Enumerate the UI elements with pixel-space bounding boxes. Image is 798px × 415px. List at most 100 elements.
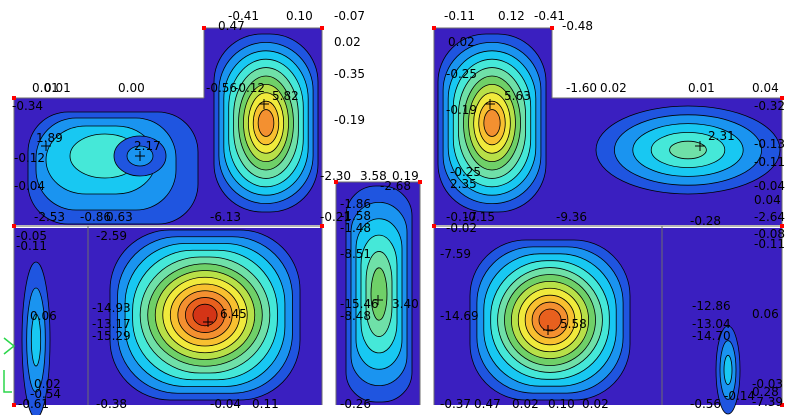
peak-marker (203, 317, 213, 327)
value-label: 0.02 (448, 35, 475, 49)
value-label: -12.86 (692, 299, 731, 313)
value-label: -0.56 (206, 81, 238, 95)
value-label: -1.60 (566, 81, 598, 95)
value-label: 2.17 (134, 139, 161, 153)
value-label: 0.01 (44, 81, 71, 95)
value-label: -0.17 (446, 210, 478, 224)
value-label: -0.48 (562, 19, 594, 33)
value-label: -0.32 (754, 99, 786, 113)
value-label: -0.14 (724, 389, 756, 403)
value-label: 0.02 (512, 397, 539, 411)
contour-band (538, 308, 562, 332)
value-label: 0.12 (498, 9, 525, 23)
value-label: -13.04 (692, 317, 731, 331)
value-label: 0.63 (106, 210, 133, 224)
lower-left-contours (109, 229, 301, 401)
value-label: 0.02 (34, 377, 61, 391)
peak-marker (695, 141, 705, 151)
value-label: -0.19 (446, 103, 478, 117)
value-label: -0.35 (334, 67, 366, 81)
value-label: 0.04 (752, 81, 779, 95)
lower-right-contours (469, 239, 631, 401)
peak-marker (373, 295, 383, 305)
value-label: 0.19 (392, 169, 419, 183)
value-label: 0.47 (218, 19, 245, 33)
contour-bands (21, 33, 781, 415)
right-edge-sliver (715, 325, 741, 415)
left-tower-contours (213, 33, 319, 213)
value-label: -0.19 (334, 113, 366, 127)
node-marker (432, 26, 436, 30)
value-label: 1.89 (36, 131, 63, 145)
node-marker (12, 403, 16, 407)
node-marker (432, 224, 436, 228)
value-label: -8.51 (340, 247, 372, 261)
value-label: -0.25 (450, 165, 482, 179)
contour-band (257, 109, 275, 137)
value-label: -0.41 (228, 9, 260, 23)
value-label: -0.28 (690, 214, 722, 228)
value-label: 2.35 (450, 177, 477, 191)
value-label: 0.02 (600, 81, 627, 95)
value-label: -0.12 (234, 81, 266, 95)
node-markers (12, 26, 784, 407)
value-label: -2.68 (380, 179, 412, 193)
value-label: -0.02 (446, 221, 478, 235)
value-label: -0.26 (340, 397, 372, 411)
value-label: 0.10 (286, 9, 313, 23)
section-lines (13, 27, 783, 405)
value-label: -0.12 (14, 151, 46, 165)
value-label: -9.36 (556, 210, 588, 224)
value-label: -0.03 (752, 377, 784, 391)
value-label: -14.69 (440, 309, 479, 323)
value-label: -0.21 (320, 210, 352, 224)
contour-band (370, 267, 388, 321)
value-label: -0.13 (754, 137, 786, 151)
node-marker (550, 26, 554, 30)
value-label: 0.04 (754, 193, 781, 207)
value-label: 0.06 (752, 307, 779, 321)
value-label: -0.86 (80, 210, 112, 224)
value-label: -2.30 (320, 169, 352, 183)
value-label: -0.56 (690, 397, 722, 411)
value-label: -6.13 (210, 210, 242, 224)
column-contours (345, 185, 413, 403)
value-label: 3.58 (360, 169, 387, 183)
value-label: -0.08 (754, 227, 786, 241)
value-label: -2.59 (96, 229, 128, 243)
value-label: 0.47 (474, 397, 501, 411)
value-label: -0.04 (754, 179, 786, 193)
value-label: -0.38 (96, 397, 128, 411)
value-label: -0.34 (12, 99, 44, 113)
node-marker (780, 224, 784, 228)
value-label: 0.06 (30, 309, 57, 323)
node-marker (780, 403, 784, 407)
value-label: -0.11 (16, 239, 48, 253)
node-marker (320, 26, 324, 30)
value-label: 5.82 (272, 89, 299, 103)
value-label: 0.01 (32, 81, 59, 95)
value-label: 0.00 (118, 81, 145, 95)
value-label: -0.54 (30, 387, 62, 401)
value-label: -0.61 (18, 397, 50, 411)
value-label: 0.28 (752, 385, 779, 399)
value-label: -0.11 (444, 9, 476, 23)
value-label: -0.15 (464, 210, 496, 224)
contour-band (723, 354, 733, 386)
node-marker (12, 96, 16, 100)
value-label: -0.25 (446, 67, 478, 81)
value-label: -0.41 (534, 9, 566, 23)
peak-markers (41, 99, 705, 335)
value-label: -0.05 (16, 229, 48, 243)
peak-marker (543, 325, 553, 335)
value-label: -14.93 (92, 301, 131, 315)
value-label: 5.63 (504, 89, 531, 103)
value-label: -0.04 (14, 179, 46, 193)
axis-triad-icon (3, 337, 16, 393)
node-marker (202, 26, 206, 30)
value-label: 6.45 (220, 307, 247, 321)
node-marker (334, 180, 338, 184)
node-marker (12, 224, 16, 228)
